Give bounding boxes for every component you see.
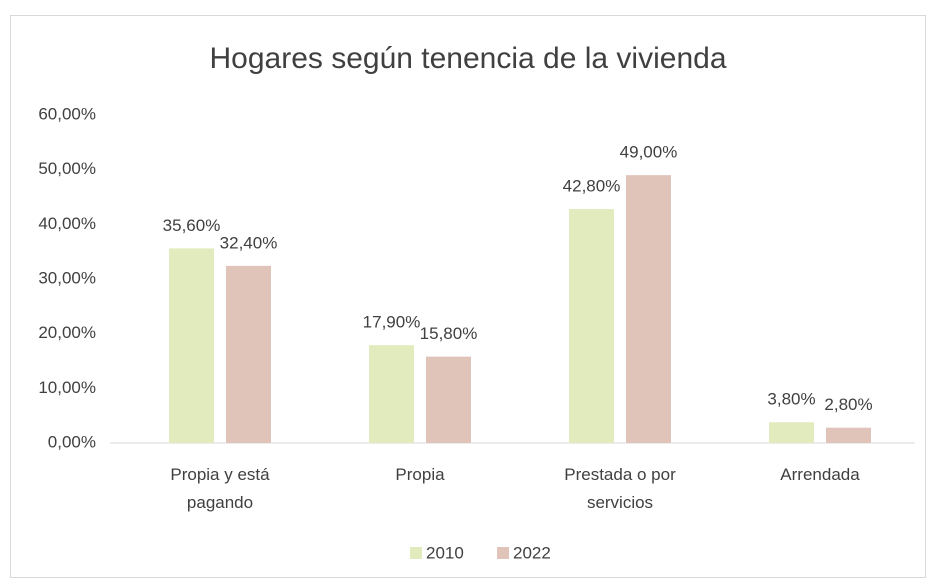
legend-label: 2022 <box>513 543 551 562</box>
x-tick-label: Arrendada <box>780 465 860 484</box>
x-tick-label: Prestada o por servicios <box>564 465 676 512</box>
data-label: 3,80% <box>767 390 815 409</box>
bar <box>226 265 271 443</box>
bar <box>769 422 814 443</box>
y-tick-label: 40,00% <box>38 214 96 233</box>
bar <box>826 427 871 443</box>
data-label: 2,80% <box>824 395 872 414</box>
y-tick-label: 30,00% <box>38 268 96 287</box>
bar <box>369 345 414 443</box>
data-label: 42,80% <box>563 177 621 196</box>
bar <box>626 175 671 443</box>
data-label: 32,40% <box>220 233 278 252</box>
data-label: 17,90% <box>363 313 421 332</box>
bar <box>169 248 214 443</box>
data-label: 35,60% <box>163 216 221 235</box>
bar <box>569 209 614 443</box>
bar <box>426 356 471 443</box>
legend-label: 2010 <box>426 543 464 562</box>
y-tick-label: 0,00% <box>48 432 96 451</box>
chart-frame <box>10 15 926 578</box>
x-tick-label: Propia <box>395 465 445 484</box>
chart-title: Hogares según tenencia de la vivienda <box>209 42 726 75</box>
y-tick-label: 50,00% <box>38 159 96 178</box>
y-tick-label: 10,00% <box>38 378 96 397</box>
legend-swatch <box>497 547 509 559</box>
y-tick-label: 20,00% <box>38 323 96 342</box>
legend-swatch <box>410 547 422 559</box>
x-tick-label: Propia y está pagando <box>170 465 270 512</box>
data-label: 15,80% <box>420 324 478 343</box>
y-tick-label: 60,00% <box>38 104 96 123</box>
data-label: 49,00% <box>620 143 678 162</box>
